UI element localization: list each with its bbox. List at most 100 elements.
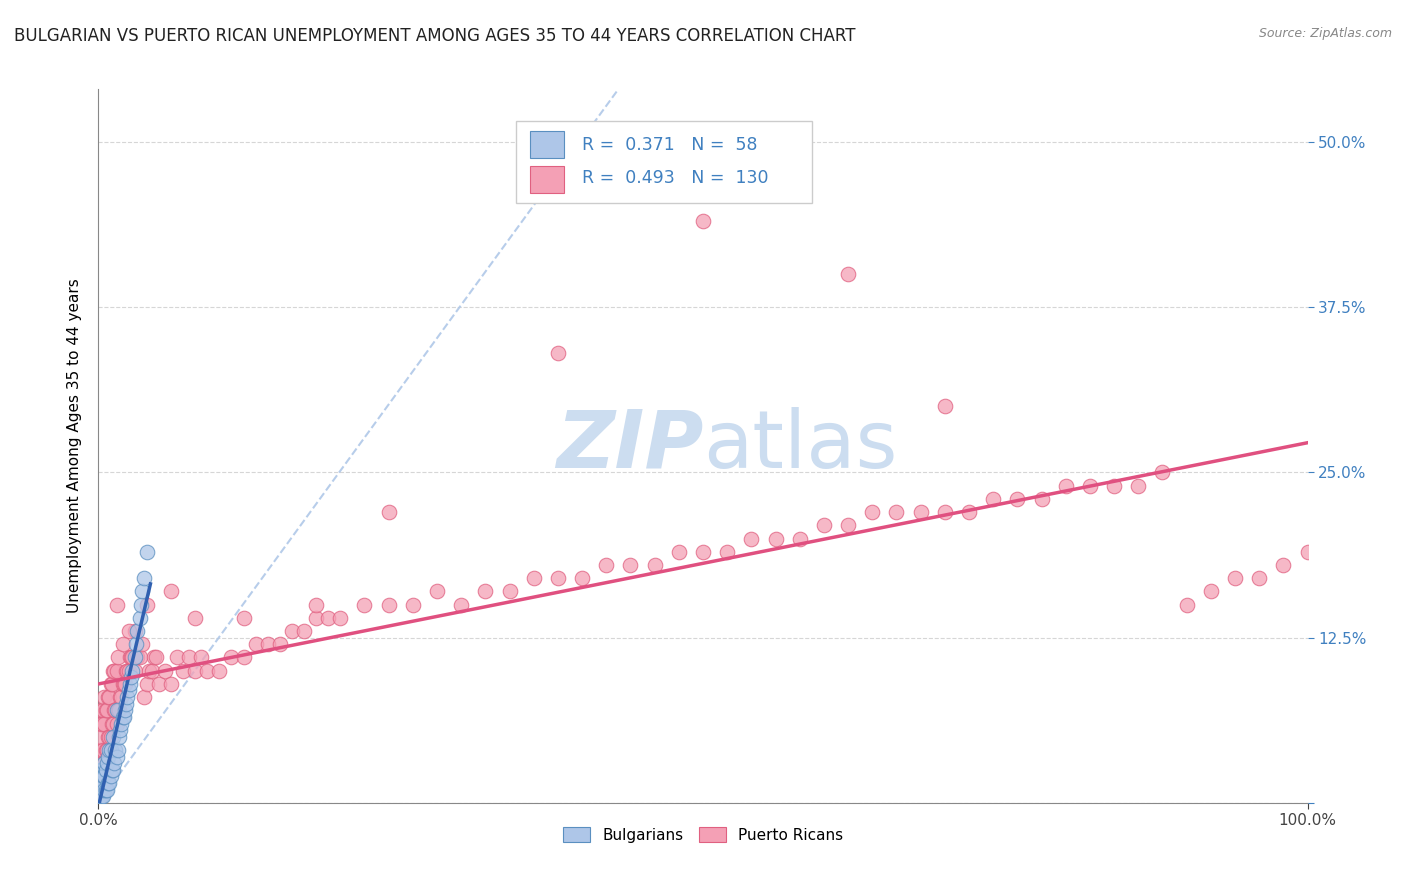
Point xyxy=(145,650,167,665)
Point xyxy=(789,532,811,546)
Point xyxy=(117,664,139,678)
Point xyxy=(256,637,278,651)
Point xyxy=(245,637,267,651)
Point xyxy=(89,763,111,777)
Y-axis label: Unemployment Among Ages 35 to 44 years: Unemployment Among Ages 35 to 44 years xyxy=(67,278,83,614)
Point xyxy=(115,664,138,678)
Point xyxy=(128,611,150,625)
Point xyxy=(125,637,148,651)
Text: BULGARIAN VS PUERTO RICAN UNEMPLOYMENT AMONG AGES 35 TO 44 YEARS CORRELATION CHA: BULGARIAN VS PUERTO RICAN UNEMPLOYMENT A… xyxy=(14,27,856,45)
Point xyxy=(100,763,122,777)
Point xyxy=(619,558,641,572)
Point xyxy=(90,769,112,783)
Point xyxy=(91,756,114,771)
Point xyxy=(100,677,122,691)
Point xyxy=(111,710,134,724)
Point xyxy=(94,782,117,797)
Point xyxy=(128,650,150,665)
Point xyxy=(90,782,112,797)
Point xyxy=(934,505,956,519)
Point xyxy=(179,650,201,665)
Point xyxy=(103,664,125,678)
Point xyxy=(148,677,170,691)
Point xyxy=(118,650,141,665)
Point xyxy=(910,505,932,519)
Point xyxy=(547,346,569,360)
Point xyxy=(860,505,883,519)
Point xyxy=(97,730,120,744)
Point xyxy=(89,769,111,783)
Point xyxy=(474,584,496,599)
Point xyxy=(118,683,141,698)
Point xyxy=(100,716,122,731)
Point xyxy=(114,703,136,717)
Point xyxy=(141,664,163,678)
Point xyxy=(94,743,117,757)
Point xyxy=(108,723,131,738)
Point xyxy=(93,756,115,771)
Point xyxy=(195,664,218,678)
Point xyxy=(101,730,124,744)
Point xyxy=(547,571,569,585)
Point xyxy=(110,690,132,704)
Point xyxy=(131,584,153,599)
Point xyxy=(160,584,183,599)
Point xyxy=(105,703,128,717)
Point xyxy=(1249,571,1271,585)
Point xyxy=(89,776,111,790)
Point xyxy=(100,743,122,757)
Point xyxy=(100,677,122,691)
Point xyxy=(1128,478,1150,492)
Point xyxy=(111,677,134,691)
Point xyxy=(957,505,980,519)
Point xyxy=(316,611,339,625)
Point xyxy=(91,789,114,804)
Point xyxy=(96,782,118,797)
Point xyxy=(118,677,141,691)
Point xyxy=(208,664,231,678)
Point xyxy=(450,598,472,612)
Point xyxy=(90,703,112,717)
Point xyxy=(138,664,160,678)
Point xyxy=(120,650,142,665)
Point xyxy=(692,545,714,559)
Point xyxy=(97,690,120,704)
Point xyxy=(1223,571,1246,585)
FancyBboxPatch shape xyxy=(530,131,564,159)
Point xyxy=(107,743,129,757)
Point xyxy=(91,703,114,717)
Point xyxy=(131,637,153,651)
Text: atlas: atlas xyxy=(703,407,897,485)
Point xyxy=(91,716,114,731)
Point xyxy=(97,749,120,764)
Point xyxy=(127,624,149,638)
Point xyxy=(269,637,291,651)
Point xyxy=(89,782,111,797)
Point xyxy=(108,703,131,717)
Point xyxy=(91,743,114,757)
Point xyxy=(353,598,375,612)
Point xyxy=(1102,478,1125,492)
Point xyxy=(124,664,146,678)
FancyBboxPatch shape xyxy=(516,121,811,203)
Point xyxy=(166,650,188,665)
Point xyxy=(221,650,243,665)
Point xyxy=(377,598,399,612)
Text: Source: ZipAtlas.com: Source: ZipAtlas.com xyxy=(1258,27,1392,40)
Point xyxy=(124,624,146,638)
Point xyxy=(104,703,127,717)
Point xyxy=(129,598,152,612)
Point xyxy=(692,214,714,228)
Point xyxy=(1031,491,1053,506)
FancyBboxPatch shape xyxy=(530,166,564,193)
Legend: Bulgarians, Puerto Ricans: Bulgarians, Puerto Ricans xyxy=(557,821,849,848)
Point xyxy=(100,769,122,783)
Point xyxy=(1054,478,1077,492)
Point xyxy=(118,624,141,638)
Point xyxy=(94,763,117,777)
Point xyxy=(305,598,328,612)
Point xyxy=(837,518,859,533)
Point xyxy=(103,756,125,771)
Point xyxy=(105,749,128,764)
Point xyxy=(716,545,738,559)
